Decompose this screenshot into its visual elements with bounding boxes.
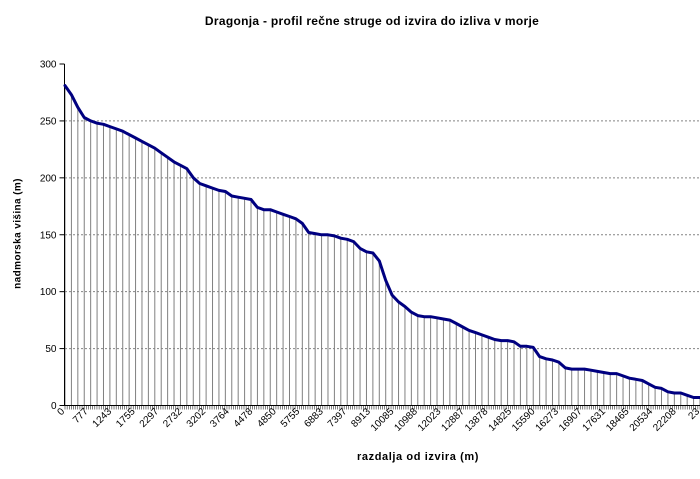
x-tick-label: 20534 (628, 406, 656, 434)
x-tick-label: 16273 (534, 406, 562, 434)
x-tick-label: 777 (71, 406, 91, 426)
x-tick-label: 14825 (487, 406, 515, 434)
x-tick-label: 13878 (463, 406, 491, 434)
x-tick-label: 3202 (185, 406, 209, 430)
x-tick-label: 15590 (510, 406, 538, 434)
x-tick-label: 1755 (114, 406, 138, 430)
x-tick-label: 18465 (604, 406, 632, 434)
chart-title: Dragonja - profil rečne struge od izvira… (204, 14, 540, 28)
x-tick-label: 16907 (557, 406, 585, 434)
x-tick-label: 6883 (302, 406, 326, 430)
x-tick-label: 17631 (581, 406, 609, 434)
x-tick-label: 1243 (91, 406, 115, 430)
x-tick-label: 3764 (208, 406, 232, 430)
x-tick-label: 4850 (255, 406, 279, 430)
y-tick-label: 300 (40, 60, 57, 71)
y-tick-label: 50 (45, 344, 57, 355)
y-tick-label: 150 (40, 230, 57, 241)
x-tick-label: 10988 (392, 406, 420, 434)
x-tick-label: 2297 (138, 406, 162, 430)
x-axis-title: razdalja od izvira (m) (357, 451, 480, 463)
x-tick-label: 4478 (232, 406, 256, 430)
y-tick-label: 100 (40, 287, 57, 298)
x-tick-label: 12023 (416, 406, 444, 434)
x-tick-label: 23 (687, 406, 700, 422)
x-tick-label: 2732 (161, 406, 185, 430)
y-tick-label: 0 (51, 401, 57, 412)
y-tick-label: 200 (40, 173, 57, 184)
x-tick-label: 0 (55, 406, 67, 418)
y-tick-label: 250 (40, 116, 57, 127)
profile-line (63, 84, 700, 399)
x-tick-label: 22208 (651, 406, 679, 434)
x-tick-label: 7397 (326, 406, 350, 430)
x-tick-label: 12887 (440, 406, 468, 434)
x-tick-label: 10085 (369, 406, 397, 434)
x-tick-label: 5755 (279, 406, 303, 430)
